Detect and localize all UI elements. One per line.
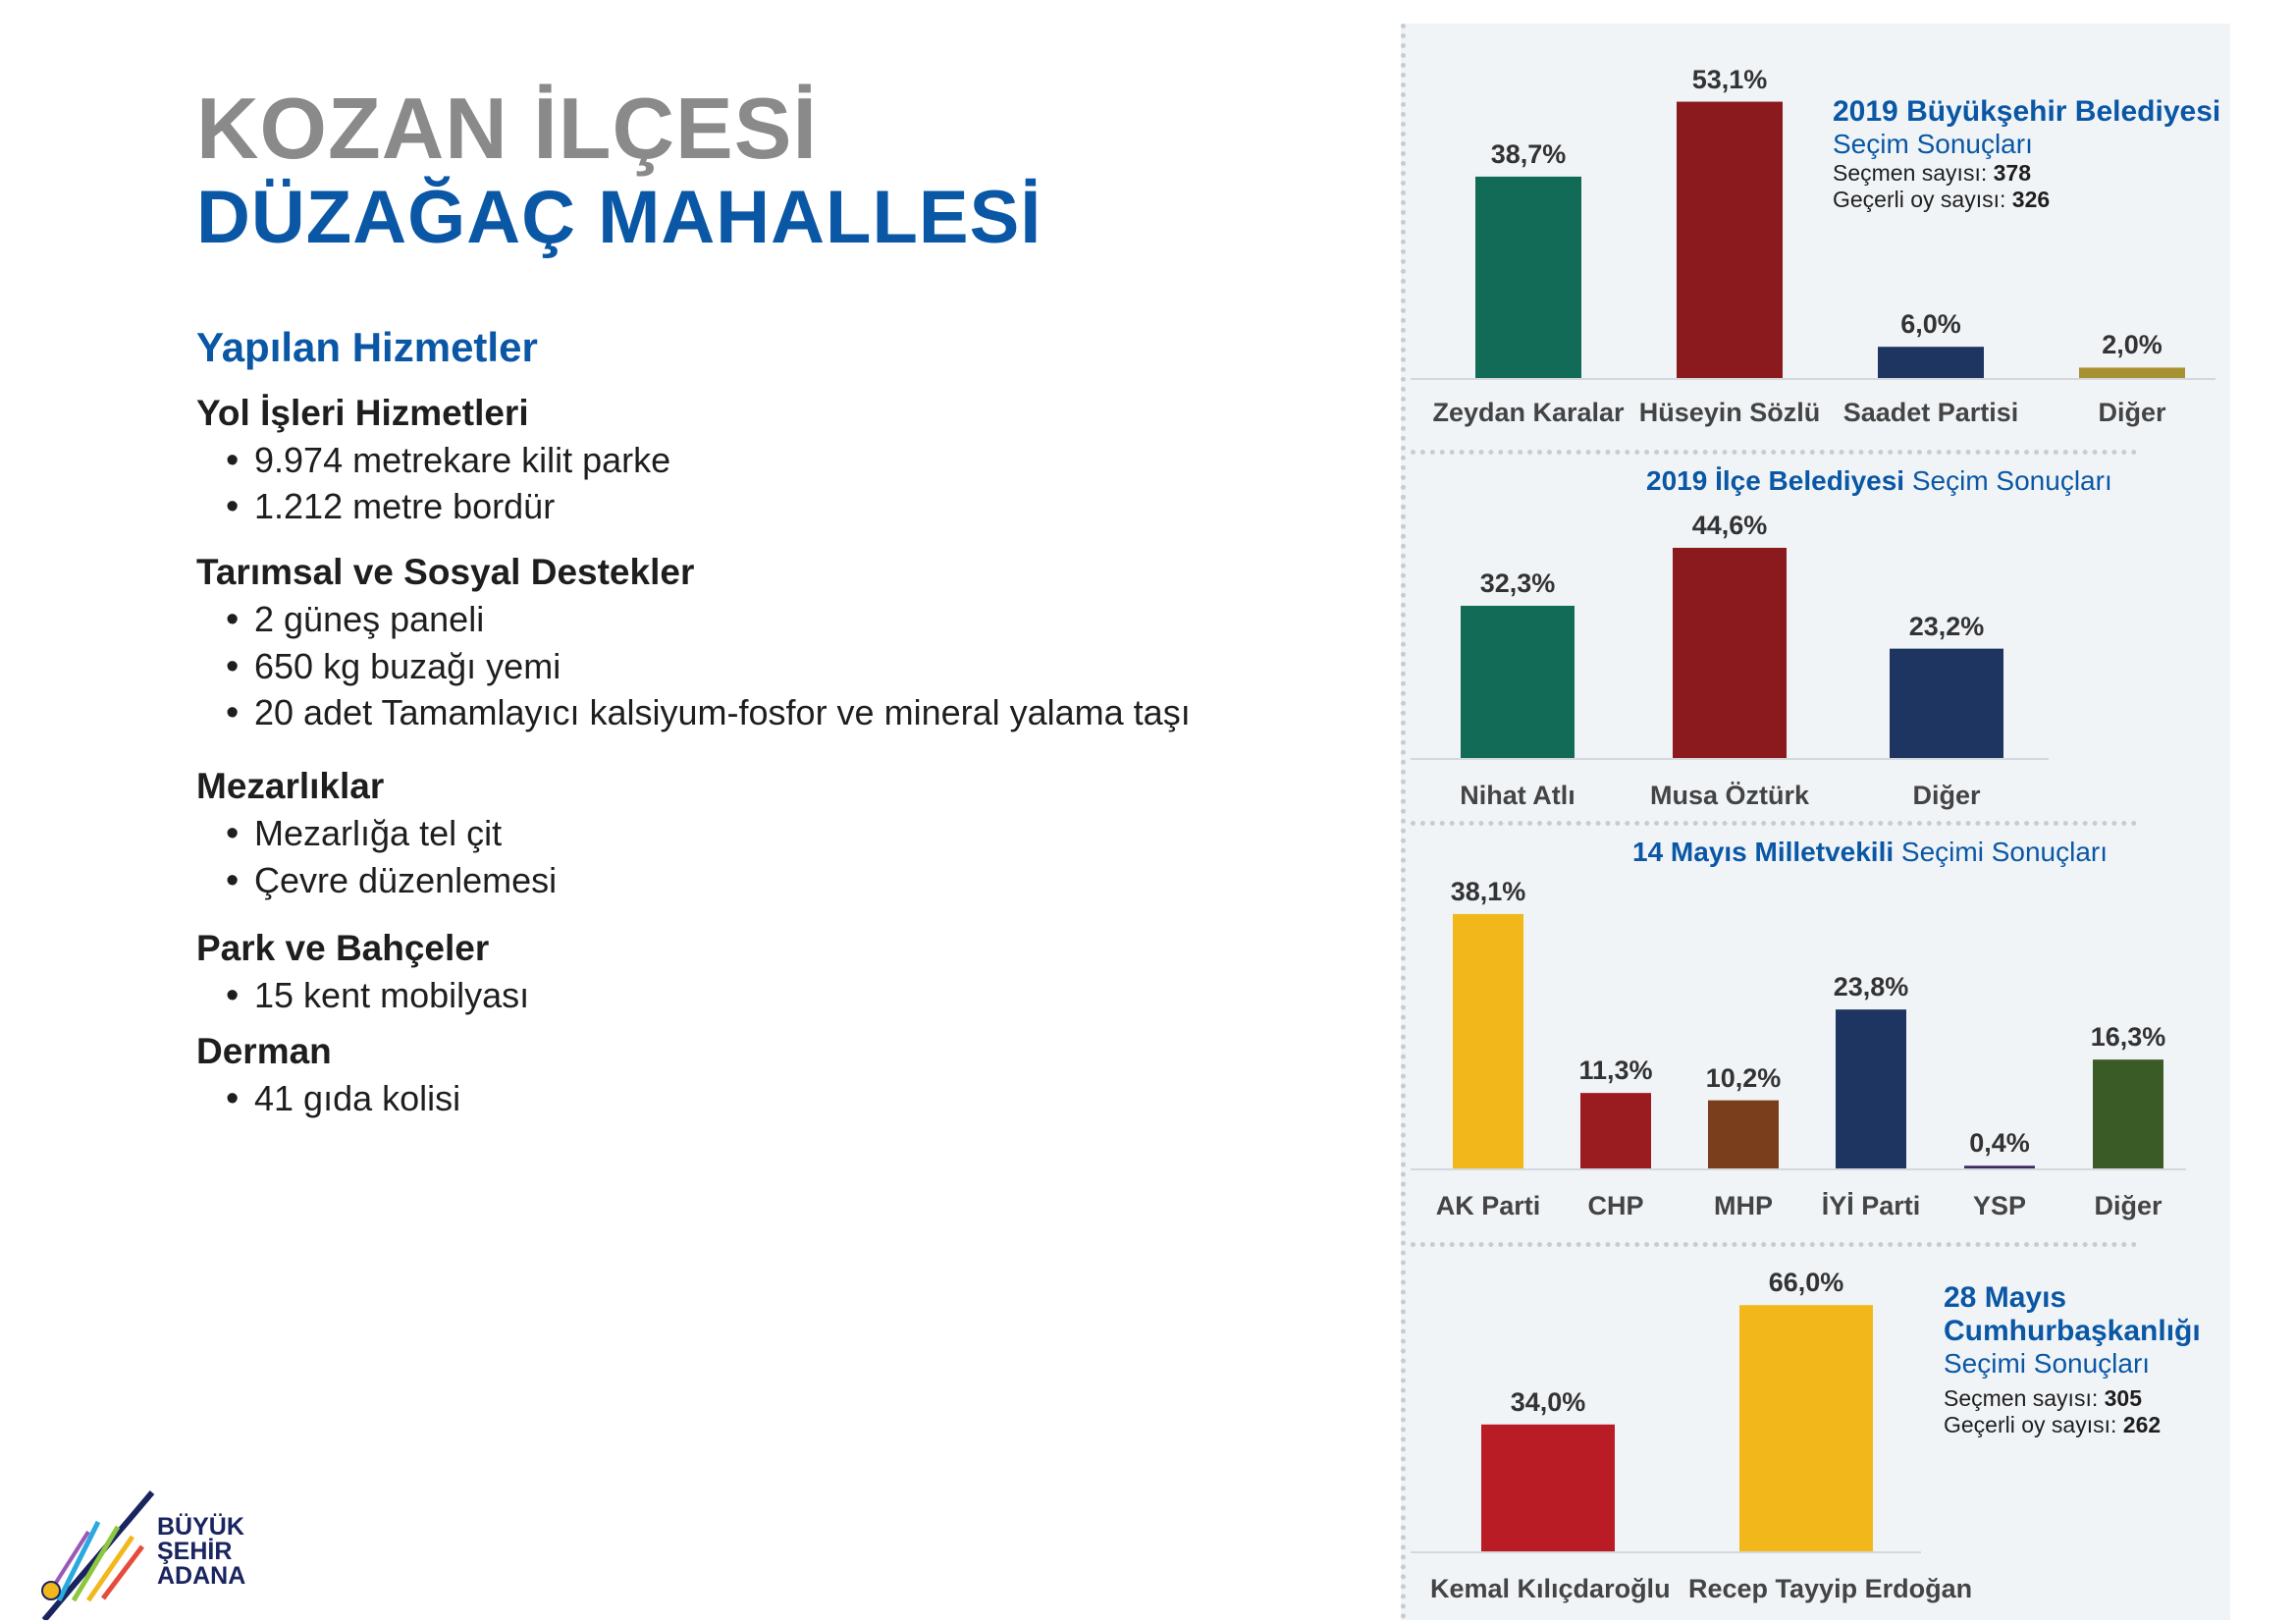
chart1-bar	[1878, 347, 1984, 378]
chart-baseline	[1411, 378, 2216, 380]
chart3-bar	[1964, 1165, 2035, 1168]
chart3-value-label: 11,3%	[1578, 1056, 1653, 1086]
chart3-bar	[1836, 1009, 1906, 1168]
chart4-info: 28 Mayıs Cumhurbaşkanlığı Seçimi Sonuçla…	[1944, 1281, 2201, 1438]
chart2-category-label: Nihat Atlı	[1460, 781, 1575, 810]
logo-text: BÜYÜK ŞEHİR ADANA	[157, 1513, 246, 1590]
chart4-value-label: 66,0%	[1768, 1268, 1844, 1298]
chart3-value-label: 10,2%	[1705, 1062, 1782, 1093]
chart2-title: 2019 İlçe Belediyesi Seçim Sonuçları	[1646, 465, 2112, 496]
chart1-info: 2019 Büyükşehir Belediyesi Seçim Sonuçla…	[1833, 95, 2220, 213]
service-group-title: Derman	[196, 1031, 332, 1071]
service-group-title: Tarımsal ve Sosyal Destekler	[196, 552, 695, 592]
chart1-bar	[2079, 367, 2185, 378]
chart1-value-label: 6,0%	[1900, 309, 1961, 340]
service-group-title: Yol İşleri Hizmetleri	[196, 393, 529, 433]
chart1-value-label: 2,0%	[2102, 330, 2163, 360]
chart4-subtitle: Seçimi Sonuçları	[1944, 1348, 2151, 1379]
chart2-bar	[1461, 605, 1575, 758]
service-item: 20 adet Tamamlayıcı kalsiyum-fosfor ve m…	[226, 692, 1191, 734]
section-separator	[1411, 821, 2137, 826]
service-item: 41 gıda kolisi	[226, 1078, 460, 1120]
chart4-category-label: Kemal Kılıçdaroğlu	[1430, 1574, 1671, 1603]
district-title: KOZAN İLÇESİ	[196, 80, 818, 177]
chart2-value-label: 23,2%	[1908, 611, 1985, 641]
chart4-category-label: Recep Tayyip Erdoğan	[1688, 1574, 1973, 1603]
panel-divider	[1401, 24, 1406, 1620]
service-item: 9.974 metrekare kilit parke	[226, 440, 670, 482]
chart1-bar	[1677, 101, 1783, 378]
chart1-category-label: Saadet Partisi	[1842, 398, 2019, 427]
chart1-category-label: Hüseyin Sözlü	[1638, 398, 1821, 427]
chart3-category-label: CHP	[1587, 1191, 1644, 1220]
service-item: 2 güneş paneli	[226, 599, 484, 641]
service-item: Mezarlığa tel çit	[226, 813, 502, 855]
chart3-category-label: Diğer	[2094, 1191, 2163, 1220]
service-item: 650 kg buzağı yemi	[226, 646, 561, 688]
chart4-title: Cumhurbaşkanlığı	[1944, 1315, 2201, 1347]
chart2-bar	[1890, 648, 2003, 758]
service-group-title: Park ve Bahçeler	[196, 928, 490, 968]
chart1-value-label: 38,7%	[1490, 138, 1567, 169]
neighborhood-title: DÜZAĞAÇ MAHALLESİ	[196, 176, 1042, 259]
chart4-value-label: 34,0%	[1510, 1386, 1586, 1417]
chart3-category-label: MHP	[1714, 1191, 1773, 1220]
chart1-subtitle: Seçim Sonuçları	[1833, 129, 2033, 159]
chart-baseline	[1411, 1551, 1921, 1553]
service-item: Çevre düzenlemesi	[226, 860, 557, 902]
section-separator	[1411, 450, 2137, 455]
services-heading: Yapılan Hizmetler	[196, 324, 538, 370]
chart1-bar	[1475, 176, 1581, 378]
chart1-category-label: Diğer	[2098, 398, 2166, 427]
chart4-bar	[1739, 1305, 1873, 1551]
chart1-title: 2019 Büyükşehir Belediyesi	[1833, 95, 2221, 128]
chart3-bar	[1580, 1093, 1651, 1168]
chart2-value-label: 32,3%	[1479, 568, 1556, 598]
service-item: 1.212 metre bordür	[226, 486, 555, 528]
service-item: 15 kent mobilyası	[226, 975, 529, 1017]
section-separator	[1411, 1242, 2137, 1247]
chart1-value-label: 53,1%	[1691, 64, 1768, 94]
chart3-value-label: 23,8%	[1833, 972, 1909, 1002]
chart3-bar	[1708, 1100, 1779, 1168]
adana-logo-icon	[41, 1490, 155, 1620]
chart3-category-label: YSP	[1972, 1191, 2027, 1220]
chart2-category-label: Diğer	[1912, 781, 1981, 810]
chart4-valid-votes: Geçerli oy sayısı: 262	[1944, 1412, 2162, 1437]
chart1-category-label: Zeydan Karalar	[1432, 398, 1625, 427]
chart3-title: 14 Mayıs Milletvekili Seçimi Sonuçları	[1632, 837, 2109, 867]
service-group-title: Mezarlıklar	[196, 766, 385, 806]
chart3-value-label: 16,3%	[2090, 1022, 2166, 1053]
chart3-bar	[1453, 913, 1523, 1168]
chart2-category-label: Musa Öztürk	[1649, 781, 1810, 810]
chart2-value-label: 44,6%	[1691, 510, 1768, 540]
chart4-bar	[1481, 1424, 1615, 1551]
chart4-title-date: 28 Mayıs	[1944, 1281, 2067, 1314]
chart1-voters: Seçmen sayısı: 378	[1833, 160, 2031, 186]
chart3-bar	[2093, 1059, 2163, 1168]
chart4-voters: Seçmen sayısı: 305	[1944, 1385, 2142, 1411]
chart2-bar	[1673, 547, 1787, 758]
chart3-category-label: İYİ Parti	[1821, 1191, 1921, 1220]
chart3-category-label: AK Parti	[1435, 1191, 1541, 1220]
chart-baseline	[1411, 758, 2049, 760]
chart1-valid-votes: Geçerli oy sayısı: 326	[1833, 187, 2051, 212]
chart3-value-label: 0,4%	[1969, 1128, 2030, 1159]
chart3-value-label: 38,1%	[1450, 876, 1526, 906]
chart-baseline	[1411, 1168, 2186, 1170]
